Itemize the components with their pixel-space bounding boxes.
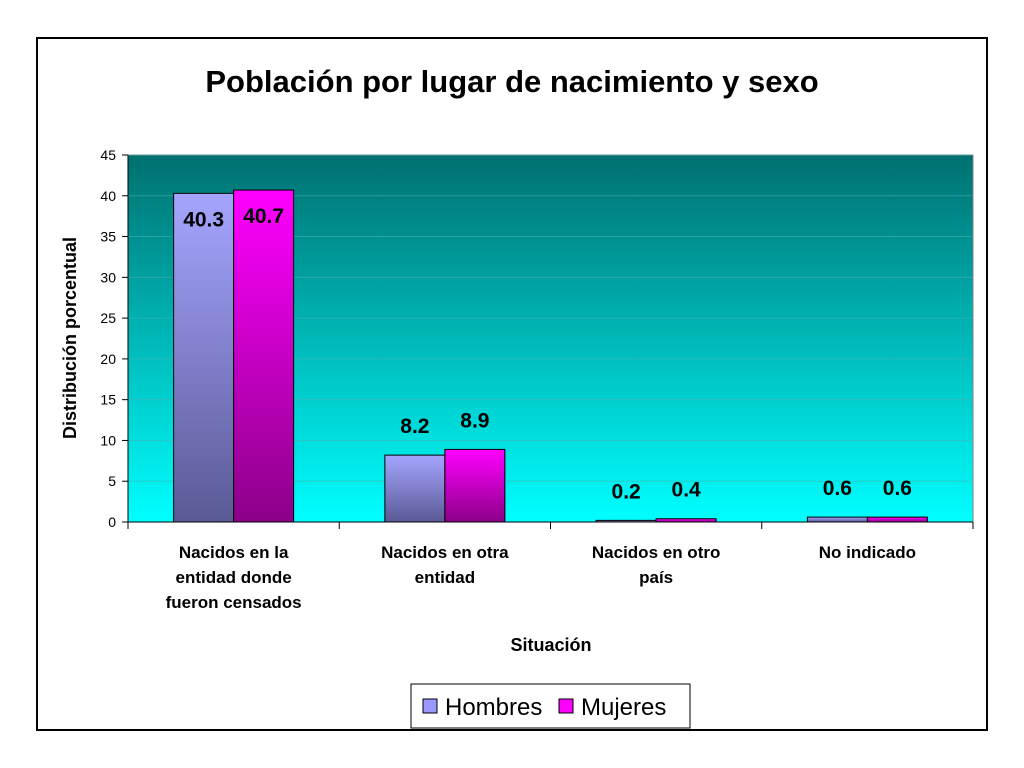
y-tick-label: 35	[100, 229, 116, 245]
x-tick-label-line: Nacidos en otra	[381, 543, 509, 562]
data-label: 40.3	[183, 208, 224, 231]
data-label: 8.2	[400, 415, 429, 438]
legend-box	[410, 683, 691, 729]
y-tick-label: 30	[100, 269, 116, 285]
y-tick-label: 15	[100, 392, 116, 408]
data-labels: 40.3 8.2 0.2 0.6 40.7 8.9 0.4 0.6	[183, 205, 912, 503]
bar-mujeres-3	[866, 516, 928, 523]
bars	[173, 189, 928, 523]
x-tick-label-line: fueron censados	[166, 593, 302, 612]
legend-swatch-hombres	[422, 698, 438, 714]
y-tick-label: 10	[100, 432, 116, 448]
legend-swatch-mujeres	[558, 698, 574, 714]
y-tick-label: 5	[108, 473, 116, 489]
data-label: 0.4	[672, 479, 702, 502]
x-tick-label: Nacidos en otra entidad	[381, 543, 509, 587]
y-tick-label: 0	[108, 514, 116, 530]
bar-mujeres-2	[655, 518, 717, 523]
x-tick-label: Nacidos en otro país	[592, 543, 720, 587]
bar-mujeres-1	[444, 448, 506, 523]
legend-label-mujeres: Mujeres	[581, 694, 666, 721]
y-tick-label: 20	[100, 351, 116, 367]
x-tick-label-line: No indicado	[819, 543, 916, 562]
data-label: 40.7	[243, 205, 284, 228]
x-tick-label-line: país	[639, 568, 673, 587]
x-axis: Nacidos en la entidad donde fueron censado…	[127, 521, 974, 612]
x-tick-label: Nacidos en la entidad donde fueron censado…	[166, 543, 302, 612]
bar-mujeres-0	[233, 189, 295, 523]
chart-title: Población por lugar de nacimiento y sexo	[205, 64, 818, 99]
bar-hombres-1	[384, 454, 446, 523]
bar-hombres-3	[806, 516, 868, 523]
x-tick-label: No indicado	[819, 543, 916, 562]
data-label: 0.2	[612, 480, 641, 503]
legend: Hombres Mujeres	[410, 683, 691, 729]
y-tick-label: 25	[100, 310, 116, 326]
x-tick-label-line: Nacidos en otro	[592, 543, 720, 562]
x-tick-label-line: entidad	[415, 568, 475, 587]
y-tick-label: 40	[100, 188, 116, 204]
y-tick-label: 45	[100, 147, 116, 163]
data-label: 0.6	[823, 477, 852, 500]
y-axis-label: Distribución porcentual	[60, 237, 80, 439]
bar-hombres-2	[595, 519, 657, 523]
x-tick-label-line: Nacidos en la	[179, 543, 289, 562]
data-label: 0.6	[883, 477, 912, 500]
bar-hombres-0	[173, 192, 235, 523]
x-tick-label-line: entidad donde	[176, 568, 292, 587]
legend-label-hombres: Hombres	[445, 694, 542, 721]
data-label: 8.9	[460, 409, 489, 432]
y-axis: 0 5 10 15 20 25 30 35 40 45	[100, 147, 129, 530]
x-axis-label: Situación	[510, 635, 591, 655]
